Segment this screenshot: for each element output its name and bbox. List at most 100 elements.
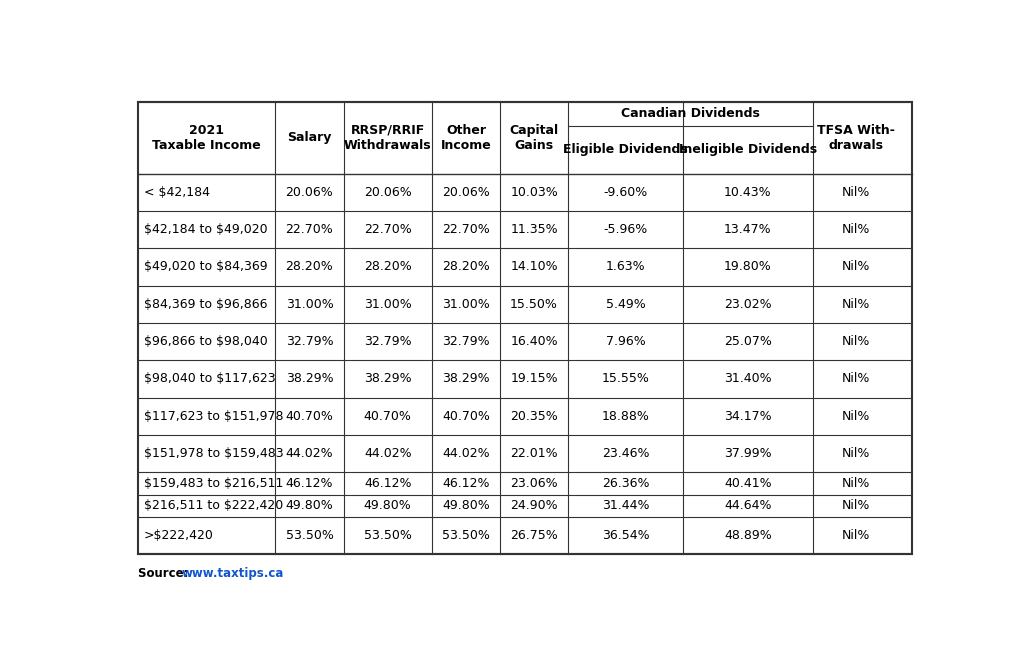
Text: 16.40%: 16.40% [510, 335, 558, 348]
Text: 28.20%: 28.20% [364, 261, 412, 273]
Text: 44.02%: 44.02% [286, 447, 333, 460]
Text: 31.00%: 31.00% [442, 298, 489, 311]
Text: 34.17%: 34.17% [724, 410, 772, 422]
Text: -9.60%: -9.60% [603, 185, 647, 199]
Text: 15.55%: 15.55% [601, 372, 649, 385]
Text: \$98,040 to \$117,623: \$98,040 to \$117,623 [143, 372, 275, 385]
Text: 53.50%: 53.50% [364, 529, 412, 543]
Text: Capital
Gains: Capital Gains [510, 124, 559, 152]
Text: 46.12%: 46.12% [364, 477, 412, 490]
Text: \$42,184 to \$49,020: \$42,184 to \$49,020 [143, 223, 267, 236]
Text: Nil%: Nil% [842, 185, 869, 199]
Text: -5.96%: -5.96% [603, 223, 647, 236]
Text: Nil%: Nil% [842, 298, 869, 311]
Text: 20.06%: 20.06% [364, 185, 412, 199]
Text: 44.02%: 44.02% [364, 447, 412, 460]
Text: 28.20%: 28.20% [286, 261, 334, 273]
Text: 31.40%: 31.40% [724, 372, 772, 385]
Text: \$151,978 to \$159,483: \$151,978 to \$159,483 [143, 447, 284, 460]
Bar [137, 102, 912, 554]
Text: TFSA With-
drawals: TFSA With- drawals [816, 124, 895, 152]
Text: 49.80%: 49.80% [286, 500, 334, 512]
Text: 26.36%: 26.36% [602, 477, 649, 490]
Text: 53.50%: 53.50% [286, 529, 334, 543]
Text: 46.12%: 46.12% [286, 477, 333, 490]
Text: 23.02%: 23.02% [724, 298, 772, 311]
Text: 13.47%: 13.47% [724, 223, 772, 236]
Text: 20.06%: 20.06% [286, 185, 334, 199]
Text: 48.89%: 48.89% [724, 529, 772, 543]
Text: 22.70%: 22.70% [286, 223, 334, 236]
Text: 1.63%: 1.63% [605, 261, 645, 273]
Text: 44.02%: 44.02% [442, 447, 489, 460]
Text: 37.99%: 37.99% [724, 447, 772, 460]
Text: 26.75%: 26.75% [510, 529, 558, 543]
Text: 22.01%: 22.01% [510, 447, 558, 460]
Text: Nil%: Nil% [842, 447, 869, 460]
Text: 25.07%: 25.07% [724, 335, 772, 348]
Text: 38.29%: 38.29% [364, 372, 412, 385]
Text: 22.70%: 22.70% [442, 223, 489, 236]
Text: 44.64%: 44.64% [724, 500, 772, 512]
Text: 11.35%: 11.35% [510, 223, 558, 236]
Text: Nil%: Nil% [842, 500, 869, 512]
Text: 40.70%: 40.70% [364, 410, 412, 422]
Text: 19.80%: 19.80% [724, 261, 772, 273]
Text: Nil%: Nil% [842, 529, 869, 543]
Text: Nil%: Nil% [842, 372, 869, 385]
Text: 40.70%: 40.70% [286, 410, 334, 422]
Text: RRSP/RRIF
Withdrawals: RRSP/RRIF Withdrawals [344, 124, 431, 152]
Text: \$84,369 to \$96,866: \$84,369 to \$96,866 [143, 298, 267, 311]
Text: 10.03%: 10.03% [510, 185, 558, 199]
Text: 2021
Taxable Income: 2021 Taxable Income [153, 124, 261, 152]
Text: \$49,020 to \$84,369: \$49,020 to \$84,369 [143, 261, 267, 273]
Text: 18.88%: 18.88% [601, 410, 649, 422]
Text: 15.50%: 15.50% [510, 298, 558, 311]
Text: Ineligible Dividends: Ineligible Dividends [679, 143, 817, 156]
Text: 46.12%: 46.12% [442, 477, 489, 490]
Text: 53.50%: 53.50% [442, 529, 489, 543]
Text: www.taxtips.ca: www.taxtips.ca [181, 567, 284, 580]
Text: 19.15%: 19.15% [510, 372, 558, 385]
Text: 36.54%: 36.54% [602, 529, 649, 543]
Text: 14.10%: 14.10% [510, 261, 558, 273]
Text: 32.79%: 32.79% [286, 335, 333, 348]
Text: 22.70%: 22.70% [364, 223, 412, 236]
Text: Canadian Dividends: Canadian Dividends [622, 108, 760, 120]
Text: 5.49%: 5.49% [605, 298, 645, 311]
Text: 31.00%: 31.00% [364, 298, 412, 311]
Text: Other
Income: Other Income [440, 124, 492, 152]
Text: 49.80%: 49.80% [442, 500, 489, 512]
Text: Nil%: Nil% [842, 335, 869, 348]
Text: Nil%: Nil% [842, 223, 869, 236]
Text: 10.43%: 10.43% [724, 185, 772, 199]
Text: Eligible Dividends: Eligible Dividends [563, 143, 688, 156]
Text: 40.70%: 40.70% [442, 410, 489, 422]
Text: \$216,511 to \$222,420: \$216,511 to \$222,420 [143, 500, 283, 512]
Text: 20.35%: 20.35% [510, 410, 558, 422]
Text: 31.00%: 31.00% [286, 298, 334, 311]
Text: Salary: Salary [288, 131, 332, 145]
Text: 40.41%: 40.41% [724, 477, 772, 490]
Text: 49.80%: 49.80% [364, 500, 412, 512]
Text: 38.29%: 38.29% [286, 372, 333, 385]
Text: 32.79%: 32.79% [442, 335, 489, 348]
Text: 32.79%: 32.79% [364, 335, 412, 348]
Text: \$96,866 to \$98,040: \$96,866 to \$98,040 [143, 335, 267, 348]
Text: >\$222,420: >\$222,420 [143, 529, 214, 543]
Text: 28.20%: 28.20% [442, 261, 489, 273]
Text: 38.29%: 38.29% [442, 372, 489, 385]
Text: < \$42,184: < \$42,184 [143, 185, 210, 199]
Text: \$159,483 to \$216,511: \$159,483 to \$216,511 [143, 477, 284, 490]
Text: 23.06%: 23.06% [510, 477, 558, 490]
Text: Nil%: Nil% [842, 261, 869, 273]
Text: Source:: Source: [137, 567, 193, 580]
Text: 20.06%: 20.06% [442, 185, 489, 199]
Text: 7.96%: 7.96% [605, 335, 645, 348]
Text: Nil%: Nil% [842, 410, 869, 422]
Text: \$117,623 to \$151,978: \$117,623 to \$151,978 [143, 410, 284, 422]
Text: Nil%: Nil% [842, 477, 869, 490]
Text: 24.90%: 24.90% [510, 500, 558, 512]
Text: 31.44%: 31.44% [602, 500, 649, 512]
Text: 23.46%: 23.46% [602, 447, 649, 460]
